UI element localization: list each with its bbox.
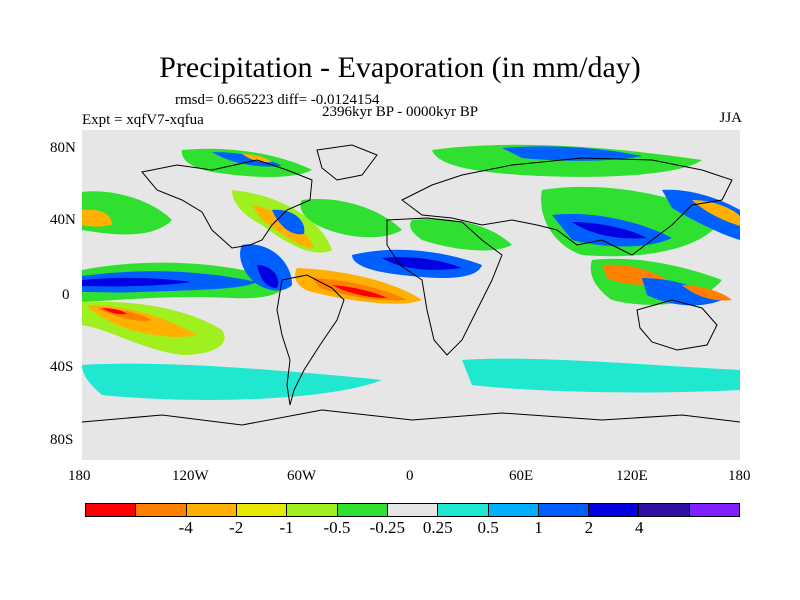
- colorbar-label: -2: [229, 518, 244, 537]
- contour-cell: [642, 278, 722, 306]
- contour-cell: [242, 154, 272, 163]
- contour-cell: [332, 285, 387, 298]
- colorbar-swatch: [538, 504, 590, 516]
- colorbar-swatch: [639, 504, 690, 516]
- contour-cell: [300, 199, 402, 238]
- contour-cell: [462, 358, 740, 393]
- contour-cell: [410, 218, 512, 251]
- colorbar-swatch: [387, 504, 439, 516]
- season-label: JJA: [719, 110, 742, 126]
- lon-label-180w: 180: [68, 468, 91, 484]
- contour-cell: [692, 200, 740, 226]
- contour-cell: [502, 146, 642, 161]
- experiment-label: Expt = xqfV7-xqfua: [82, 112, 204, 128]
- colorbar-label: -0.5: [323, 518, 351, 537]
- lon-label-0: 0: [406, 468, 414, 484]
- colorbar-label: 4: [634, 518, 644, 537]
- colorbar-swatch: [287, 504, 338, 516]
- lat-label-40n: 40N: [50, 212, 76, 228]
- colorbar-swatch: [186, 504, 237, 516]
- colorbar-swatch: [86, 504, 137, 516]
- colorbar-swatch: [236, 504, 288, 516]
- contour-cell: [82, 363, 382, 400]
- lon-label-60e: 60E: [509, 468, 534, 484]
- contour-cell: [257, 265, 279, 288]
- lat-label-0: 0: [62, 287, 70, 303]
- colorbar-label: 2: [584, 518, 594, 537]
- lon-label-120w: 120W: [172, 468, 209, 484]
- contour-cell: [572, 222, 647, 239]
- colorbar-swatch: [589, 504, 640, 516]
- contour-cell: [102, 308, 127, 315]
- map-svg: [81, 130, 741, 460]
- lat-label-80s: 80S: [50, 432, 74, 448]
- colorbar-label: 0.25: [422, 518, 453, 537]
- contour-cell: [432, 144, 702, 177]
- colorbar-label: -0.25: [369, 518, 406, 537]
- colorbar-label: 0.5: [477, 518, 499, 537]
- coastlines: [81, 144, 741, 426]
- period-text: 2396kyr BP - 0000kyr BP: [322, 104, 479, 120]
- lat-label-40s: 40S: [50, 359, 74, 375]
- contour-cell: [662, 189, 740, 240]
- colorbar-swatch: [438, 504, 489, 516]
- contour-cell: [82, 209, 112, 227]
- chart-title: Precipitation - Evaporation (in mm/day): [159, 51, 641, 84]
- colorbar: [85, 503, 740, 517]
- contour-cell: [682, 285, 732, 301]
- stats-text: rmsd= 0.665223 diff= -0.0124154: [175, 92, 380, 108]
- lon-label-120e: 120E: [616, 468, 648, 484]
- colorbar-label: 1: [534, 518, 543, 537]
- contour-cell: [82, 277, 192, 287]
- colorbar-label: -1: [279, 518, 294, 537]
- colorbar-label: -4: [178, 518, 193, 537]
- colorbar-swatch: [337, 504, 388, 516]
- contour-cell: [272, 209, 305, 235]
- colorbar-swatch: [136, 504, 187, 516]
- lat-label-80n: 80N: [50, 140, 76, 156]
- map-panel: [81, 130, 741, 460]
- contour-cell: [382, 257, 462, 270]
- colorbar-swatch: [689, 504, 740, 516]
- colorbar-swatch: [488, 504, 539, 516]
- lon-label-180e: 180: [728, 468, 751, 484]
- lon-label-60w: 60W: [287, 468, 317, 484]
